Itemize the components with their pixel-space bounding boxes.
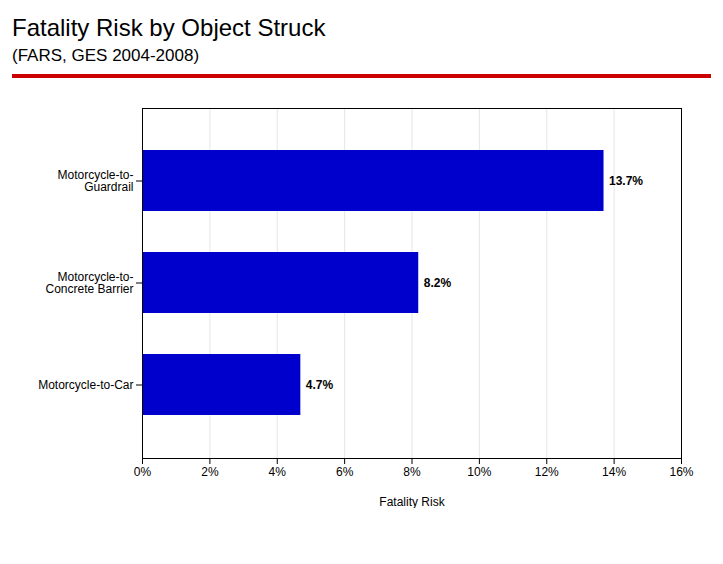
svg-text:13.7%: 13.7% bbox=[609, 174, 643, 188]
html-text:(FARS, GES 2004-2008): (FARS, GES 2004-2008) bbox=[12, 46, 200, 65]
svg-text:Motorcycle-to-Guardrail: Motorcycle-to-Guardrail bbox=[57, 168, 133, 194]
html-text:Fatality Risk by Object Struck: Fatality Risk by Object Struck bbox=[12, 14, 326, 41]
svg-text:8.2%: 8.2% bbox=[424, 276, 452, 290]
svg-text:2%: 2% bbox=[201, 465, 219, 479]
svg-text:4.7%: 4.7% bbox=[306, 378, 334, 392]
svg-text:0%: 0% bbox=[134, 465, 152, 479]
svg-text:Motorcycle-to-Car: Motorcycle-to-Car bbox=[38, 378, 133, 392]
svg-text:14%: 14% bbox=[602, 465, 626, 479]
svg-text:4%: 4% bbox=[269, 465, 287, 479]
svg-text:Motorcycle-to-Concrete Barrier: Motorcycle-to-Concrete Barrier bbox=[45, 270, 133, 296]
svg-text:6%: 6% bbox=[336, 465, 354, 479]
svg-text:16%: 16% bbox=[669, 465, 693, 479]
svg-text:12%: 12% bbox=[535, 465, 559, 479]
svg-text:Fatality Risk: Fatality Risk bbox=[379, 495, 445, 509]
svg-text:10%: 10% bbox=[467, 465, 491, 479]
svg-text:8%: 8% bbox=[403, 465, 421, 479]
